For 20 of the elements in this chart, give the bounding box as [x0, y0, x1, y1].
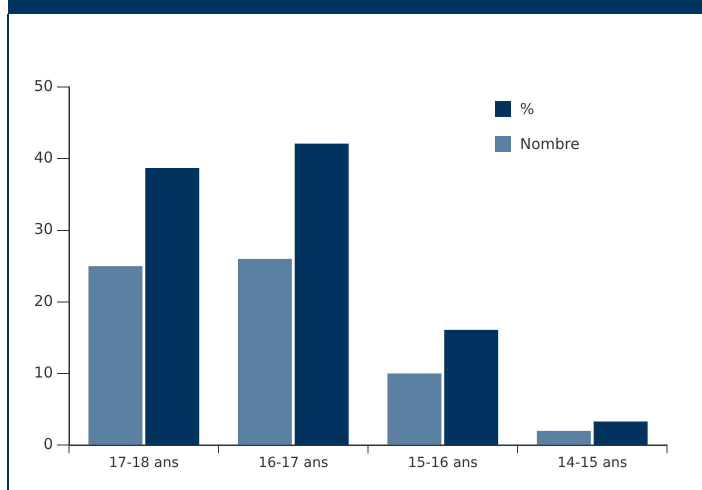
bar — [294, 144, 349, 445]
bar — [88, 266, 142, 445]
y-tick-label: 10 — [34, 363, 54, 382]
bar — [444, 330, 498, 445]
y-tick-label: 20 — [34, 292, 54, 310]
y-tick-label: 0 — [44, 435, 54, 454]
bar — [238, 258, 292, 445]
bar — [594, 422, 648, 445]
legend-label: Nombre — [520, 135, 580, 153]
y-tick-label: 30 — [34, 220, 54, 238]
bar — [145, 168, 200, 445]
x-tick-label: 14-15 ans — [557, 455, 628, 472]
y-tick-label: 50 — [34, 76, 54, 95]
x-tick-label: 16-17 ans — [258, 455, 328, 472]
bar — [536, 430, 591, 445]
x-tick-label: 17-18 ans — [108, 455, 179, 472]
y-tick-label: 40 — [34, 148, 54, 167]
x-tick-label: 15-16 ans — [408, 455, 478, 472]
legend-label: % — [520, 100, 534, 118]
bar — [387, 374, 442, 445]
